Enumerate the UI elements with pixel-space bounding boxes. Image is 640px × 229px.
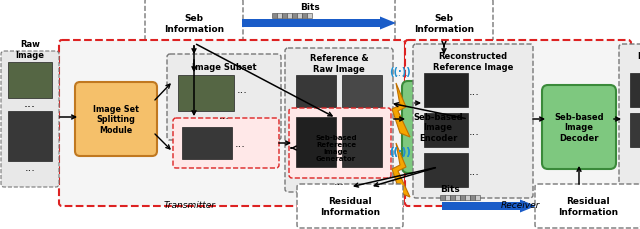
Bar <box>8 112 52 161</box>
Text: Reference &
Raw Image: Reference & Raw Image <box>310 54 368 73</box>
Text: ...: ... <box>237 85 248 95</box>
Text: Reconstructed
Reference Image: Reconstructed Reference Image <box>433 52 513 71</box>
FancyArrow shape <box>442 200 536 213</box>
Text: Bits: Bits <box>300 3 320 12</box>
Polygon shape <box>392 143 410 197</box>
Text: Residual
Information: Residual Information <box>320 196 380 216</box>
Text: Transmitter: Transmitter <box>164 201 216 210</box>
Text: ((·)): ((·)) <box>389 67 411 77</box>
Bar <box>424 153 468 187</box>
FancyBboxPatch shape <box>535 184 640 228</box>
Text: Raw
Image: Raw Image <box>15 40 45 60</box>
Bar <box>297 14 301 19</box>
Text: Bits: Bits <box>440 185 460 194</box>
Text: ...: ... <box>24 97 36 110</box>
FancyArrow shape <box>242 17 396 30</box>
Text: ····: ···· <box>395 71 409 81</box>
FancyBboxPatch shape <box>402 82 474 173</box>
Bar <box>470 195 474 200</box>
Text: ...: ... <box>468 87 479 97</box>
FancyBboxPatch shape <box>619 45 640 198</box>
Bar <box>182 128 232 159</box>
Bar <box>296 76 336 108</box>
FancyBboxPatch shape <box>542 86 616 169</box>
Text: ...: ... <box>333 176 344 186</box>
FancyBboxPatch shape <box>413 45 533 198</box>
Text: ((·)): ((·)) <box>389 146 411 156</box>
Bar <box>292 14 296 19</box>
FancyBboxPatch shape <box>405 41 631 206</box>
Bar <box>424 74 468 108</box>
Text: ...: ... <box>468 166 479 176</box>
Bar <box>8 63 52 98</box>
Bar <box>475 195 479 200</box>
Text: Image Subset: Image Subset <box>192 63 256 72</box>
FancyBboxPatch shape <box>297 184 403 228</box>
Text: ...: ... <box>468 126 479 136</box>
Bar <box>178 76 234 112</box>
Bar <box>287 14 291 19</box>
Bar <box>342 117 382 167</box>
Bar <box>296 117 336 167</box>
FancyBboxPatch shape <box>289 114 383 182</box>
Bar <box>460 195 465 200</box>
FancyBboxPatch shape <box>173 118 279 168</box>
Text: Seb-based
Image
Decoder: Seb-based Image Decoder <box>554 113 604 142</box>
Text: ...: ... <box>235 138 245 148</box>
Bar <box>307 14 312 19</box>
Bar <box>424 114 468 147</box>
FancyBboxPatch shape <box>285 49 393 192</box>
FancyBboxPatch shape <box>75 83 157 156</box>
Bar <box>272 14 276 19</box>
FancyBboxPatch shape <box>395 0 493 47</box>
FancyBboxPatch shape <box>59 41 405 206</box>
Text: Seb-based
Image
Encoder: Seb-based Image Encoder <box>413 113 463 142</box>
FancyBboxPatch shape <box>167 55 281 140</box>
Bar <box>302 14 307 19</box>
FancyBboxPatch shape <box>145 0 243 47</box>
Text: Image Set
Splitting
Module: Image Set Splitting Module <box>93 105 139 134</box>
Text: Seb
Information: Seb Information <box>414 14 474 34</box>
Text: ...: ... <box>24 162 35 172</box>
Text: Seb-based
Reference
Image
Generator: Seb-based Reference Image Generator <box>315 135 357 162</box>
Text: Receiver: Receiver <box>500 201 540 210</box>
Bar <box>630 74 640 108</box>
Bar <box>455 195 460 200</box>
FancyBboxPatch shape <box>289 109 391 178</box>
FancyBboxPatch shape <box>1 52 59 187</box>
Text: Seb
Information: Seb Information <box>164 14 224 34</box>
Text: ((·)): ((·)) <box>389 146 411 156</box>
Bar <box>440 195 445 200</box>
Text: ...: ... <box>219 111 229 120</box>
Bar <box>450 195 454 200</box>
Polygon shape <box>392 84 410 137</box>
Bar <box>465 195 470 200</box>
Text: Reconstructed
Raw Image: Reconstructed Raw Image <box>637 52 640 71</box>
Bar <box>445 195 449 200</box>
Bar <box>277 14 282 19</box>
Bar <box>630 114 640 147</box>
Bar <box>342 76 382 108</box>
Text: Residual
Information: Residual Information <box>558 196 618 216</box>
Bar <box>282 14 287 19</box>
